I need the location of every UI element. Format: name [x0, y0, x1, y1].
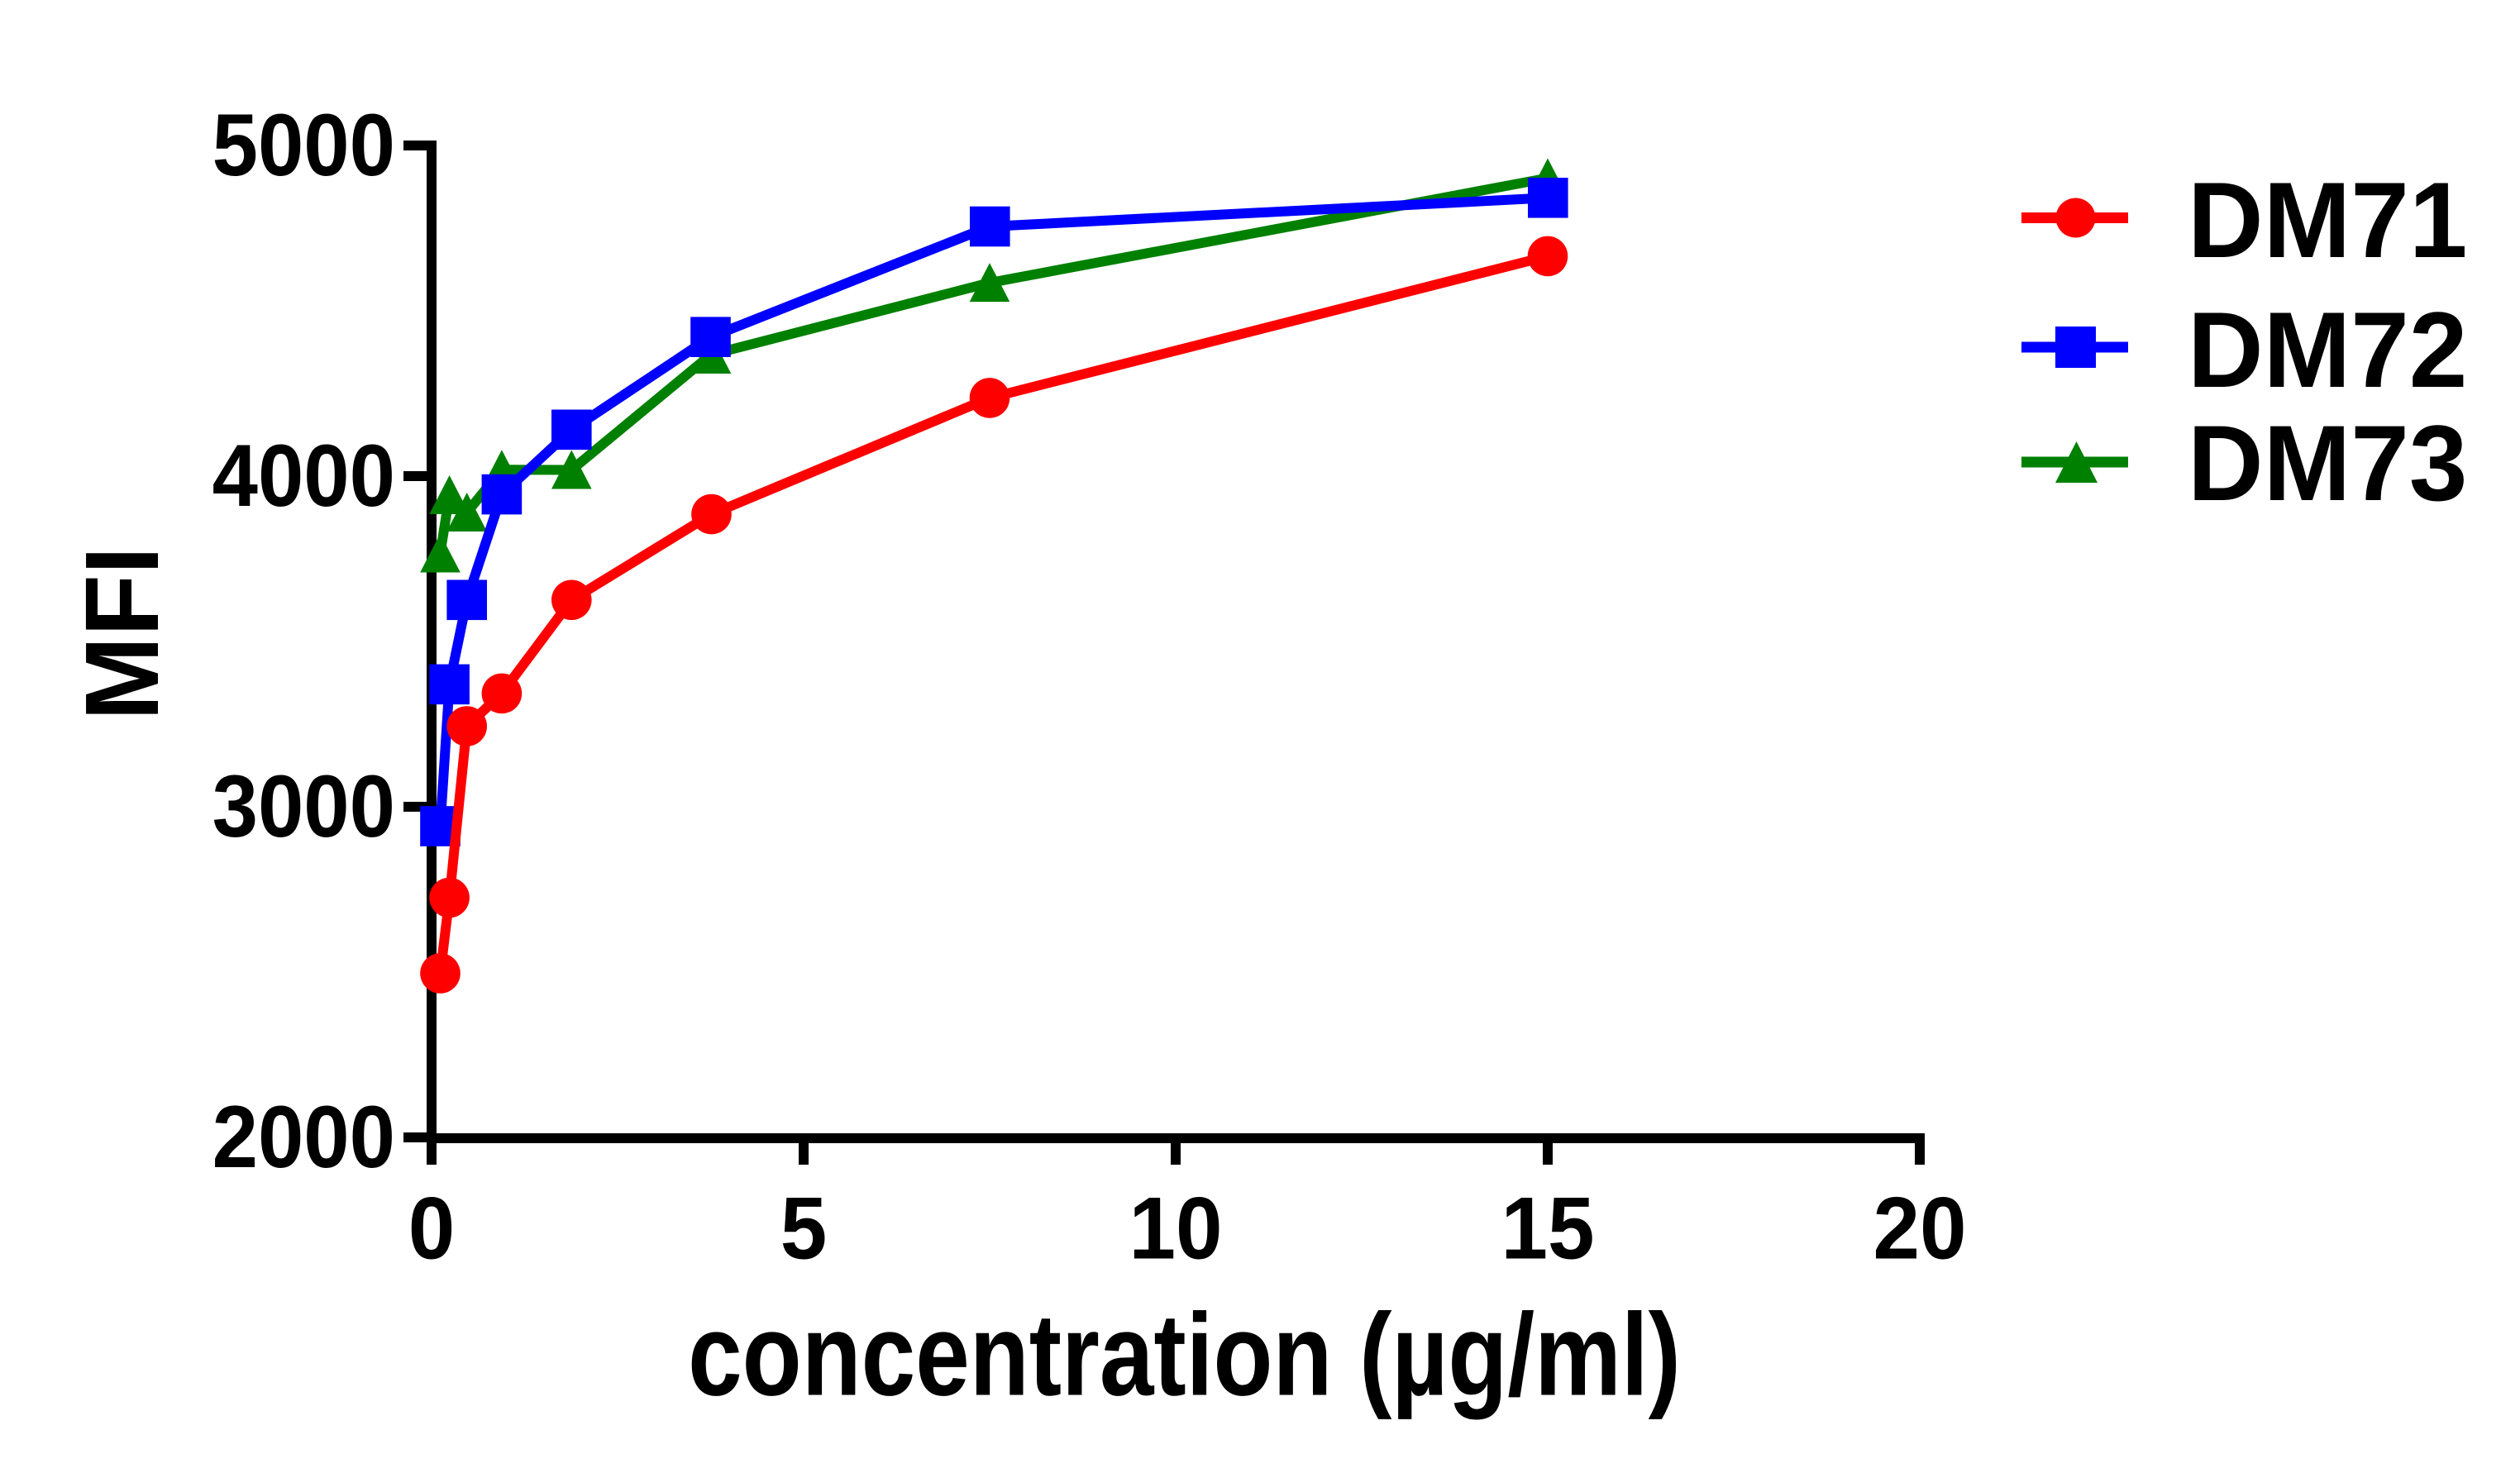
svg-text:DM73: DM73 [2188, 404, 2467, 524]
svg-text:0: 0 [408, 1180, 456, 1278]
svg-text:5: 5 [780, 1180, 828, 1278]
svg-text:10: 10 [1129, 1180, 1222, 1278]
svg-text:DM71: DM71 [2188, 161, 2467, 281]
svg-text:concentration (µg/ml): concentration (µg/ml) [688, 1289, 1681, 1420]
svg-text:MFI: MFI [64, 546, 180, 721]
svg-text:5000: 5000 [212, 94, 395, 193]
svg-text:15: 15 [1501, 1180, 1594, 1278]
svg-text:3000: 3000 [212, 756, 395, 855]
svg-text:DM72: DM72 [2188, 291, 2467, 411]
svg-text:4000: 4000 [212, 425, 395, 524]
svg-text:2000: 2000 [212, 1086, 395, 1185]
svg-text:20: 20 [1873, 1180, 1966, 1278]
